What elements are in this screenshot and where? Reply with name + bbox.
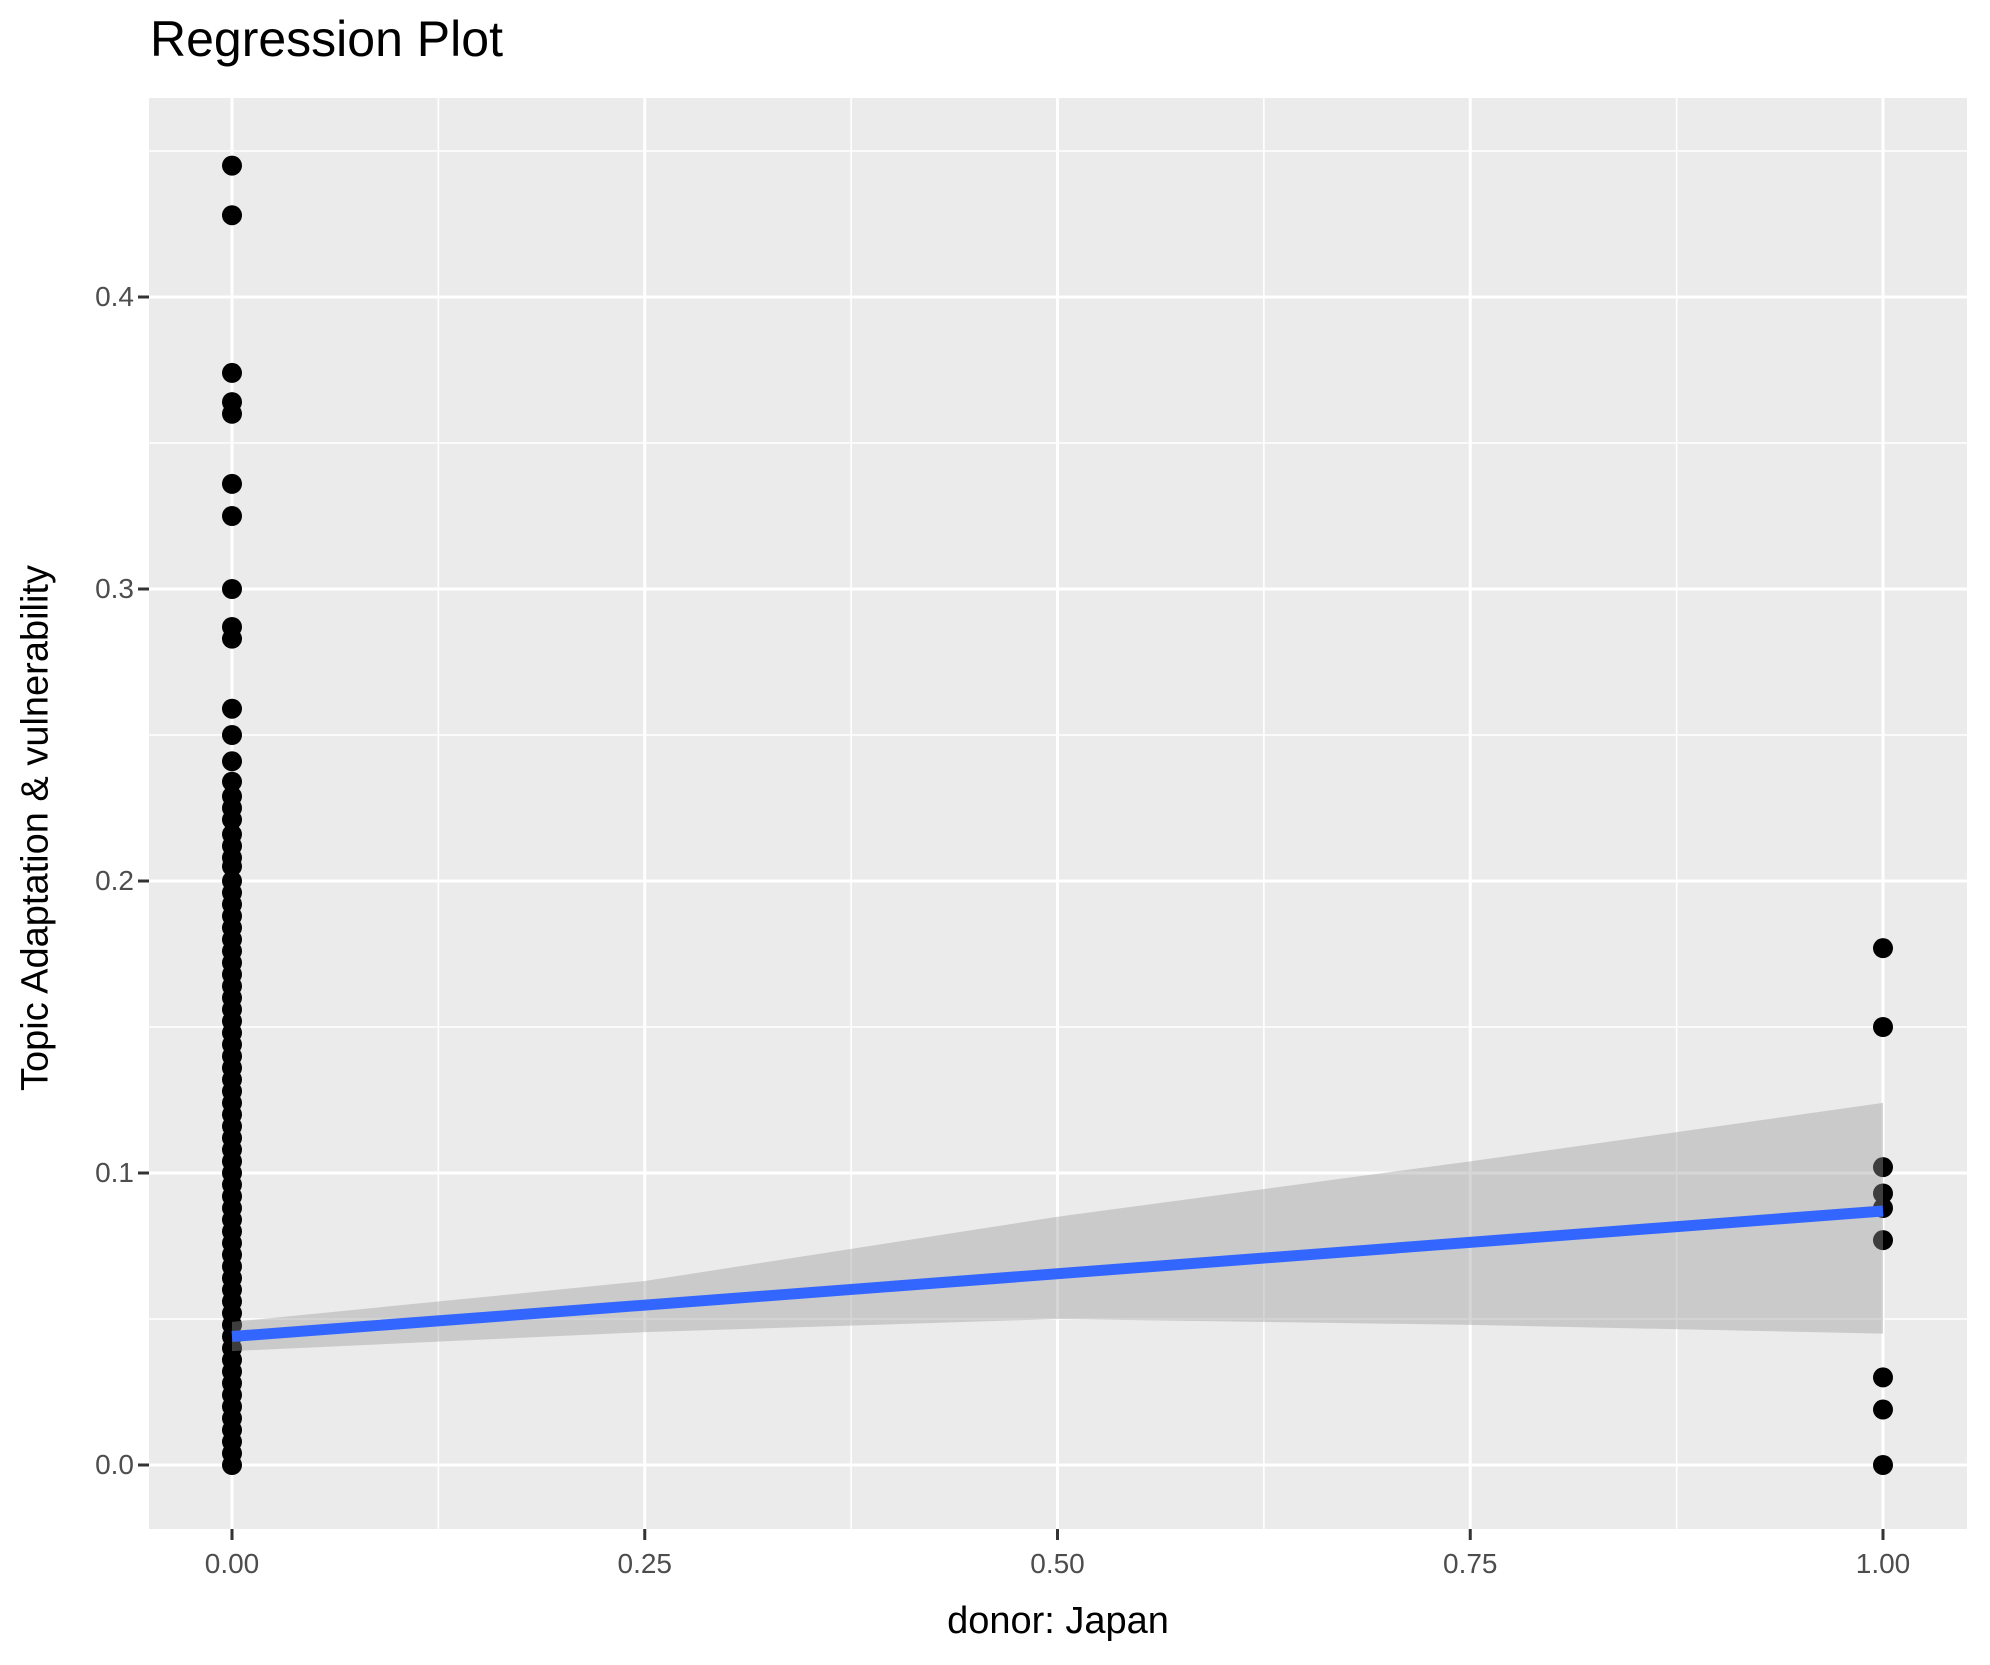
data-point (222, 698, 242, 719)
x-tick-label: 0.50 (1030, 1548, 1085, 1579)
ci-ribbon (232, 1102, 1883, 1352)
data-point (222, 771, 242, 792)
data-point (222, 579, 242, 599)
regression-line (231, 1205, 1884, 1343)
plot-panel (138, 98, 1967, 1540)
y-tick-label: 0.3 (95, 573, 134, 604)
data-point (222, 506, 242, 526)
x-axis-title: donor: Japan (947, 1600, 1169, 1642)
x-tick-label: 0.75 (1443, 1548, 1498, 1579)
data-point (222, 871, 242, 891)
data-point (1873, 1017, 1893, 1037)
data-point (1873, 1230, 1893, 1251)
data-point (222, 155, 242, 176)
y-tick-label: 0.4 (95, 281, 134, 312)
data-point (222, 809, 242, 830)
data-point (222, 751, 242, 772)
data-point (222, 473, 242, 494)
data-point (222, 205, 242, 226)
data-point (1873, 1183, 1893, 1204)
x-tick-label: 0.00 (204, 1548, 260, 1579)
y-axis-title: Topic Adaptation & vulnerability (14, 565, 57, 1091)
data-point (222, 725, 242, 745)
data-point (1873, 1157, 1893, 1178)
data-point (222, 856, 242, 877)
data-point (222, 362, 242, 383)
x-tick-label: 0.25 (617, 1548, 673, 1579)
data-point (1873, 1455, 1893, 1475)
plot-title: Regression Plot (150, 11, 503, 67)
y-tick-label: 0.1 (95, 1157, 134, 1188)
data-point (1873, 1367, 1893, 1388)
data-point (222, 403, 242, 424)
y-tick-label: 0.2 (95, 865, 134, 896)
data-point (1873, 938, 1893, 959)
x-tick-label: 1.00 (1855, 1548, 1911, 1579)
data-point (1873, 1399, 1893, 1420)
data-point (222, 628, 242, 649)
y-tick-label: 0.0 (95, 1449, 134, 1480)
